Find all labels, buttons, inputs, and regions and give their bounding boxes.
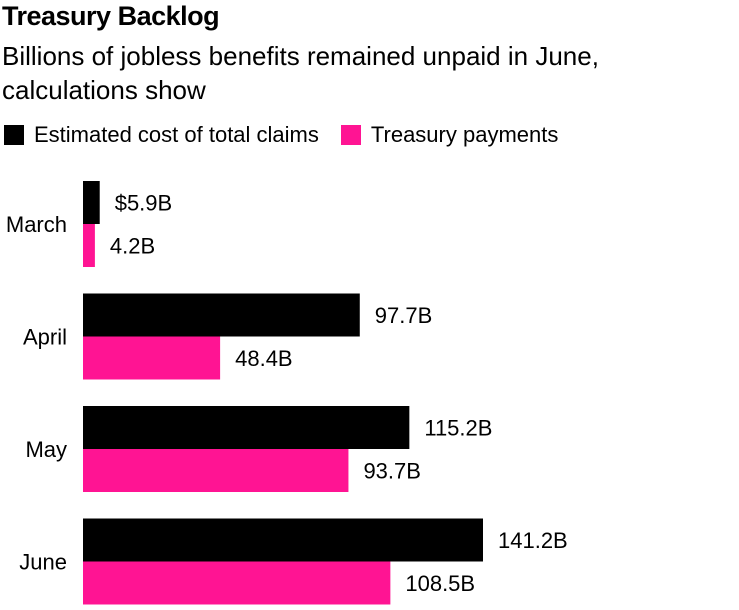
- value-label-payments-june: 108.5B: [405, 571, 475, 596]
- bar-payments-march: [83, 224, 95, 267]
- chart-subtitle: Billions of jobless benefits remained un…: [2, 41, 599, 105]
- bar-payments-june: [83, 561, 391, 605]
- value-label-claims-march: $5.9B: [115, 191, 173, 216]
- category-label-may: May: [25, 437, 67, 462]
- value-label-claims-june: 141.2B: [498, 528, 568, 553]
- bar-claims-march: [83, 181, 100, 224]
- bar-payments-may: [83, 449, 349, 492]
- value-label-payments-march: 4.2B: [110, 234, 155, 259]
- legend-label-claims: Estimated cost of total claims: [34, 122, 319, 147]
- category-label-march: March: [6, 212, 67, 237]
- bar-claims-may: [83, 406, 410, 449]
- bar-claims-june: [83, 518, 483, 562]
- bar-payments-april: [83, 336, 221, 380]
- category-label-april: April: [23, 325, 67, 350]
- legend-swatch-payments: [340, 125, 361, 145]
- legend-label-payments: Treasury payments: [370, 122, 559, 147]
- legend-item-claims: Estimated cost of total claims: [4, 122, 319, 148]
- legend: Estimated cost of total claims Treasury …: [4, 120, 580, 150]
- chart-title: Treasury Backlog: [2, 1, 220, 31]
- value-label-claims-may: 115.2B: [424, 416, 492, 441]
- value-label-claims-april: 97.7B: [375, 303, 433, 328]
- value-label-payments-april: 48.4B: [235, 346, 292, 371]
- legend-item-payments: Treasury payments: [340, 122, 559, 148]
- bar-claims-april: [83, 293, 360, 337]
- legend-swatch-claims: [4, 125, 24, 145]
- value-label-payments-may: 93.7B: [363, 459, 421, 484]
- category-label-june: June: [19, 550, 67, 575]
